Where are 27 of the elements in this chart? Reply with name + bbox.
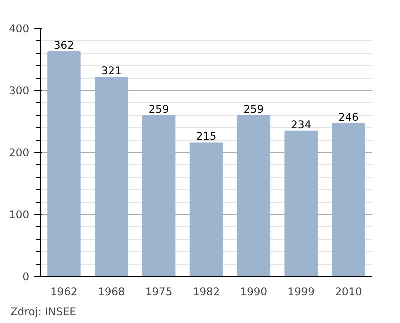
data-label: 215 bbox=[196, 130, 217, 144]
bar bbox=[190, 142, 224, 276]
x-tick-label: 1990 bbox=[240, 286, 268, 298]
y-tick-label: 100 bbox=[9, 208, 30, 222]
x-tick-label: 1968 bbox=[98, 286, 126, 298]
data-label: 321 bbox=[101, 64, 122, 78]
data-label: 234 bbox=[291, 118, 312, 132]
bar bbox=[237, 115, 271, 276]
bar bbox=[48, 52, 81, 276]
bar bbox=[142, 115, 176, 276]
x-tick-label: 1975 bbox=[146, 286, 173, 298]
x-tick-label: 2010 bbox=[335, 286, 363, 298]
x-tick-label: 1999 bbox=[288, 286, 316, 298]
bar bbox=[332, 123, 366, 276]
data-label: 259 bbox=[148, 102, 170, 116]
y-tick-label: 200 bbox=[9, 146, 30, 160]
text: Zdroj: INSEE bbox=[10, 306, 77, 318]
bar bbox=[95, 76, 128, 276]
data-label: 259 bbox=[244, 102, 264, 116]
y-tick-label: 400 bbox=[9, 22, 30, 36]
bar bbox=[284, 130, 318, 276]
x-tick-label: 1962 bbox=[50, 286, 78, 298]
data-label: 362 bbox=[54, 39, 74, 52]
y-tick-label: 300 bbox=[9, 84, 30, 98]
y-tick-label: 0 bbox=[22, 270, 30, 284]
data-label: 246 bbox=[338, 110, 360, 124]
x-tick-label: 1982 bbox=[192, 286, 220, 298]
